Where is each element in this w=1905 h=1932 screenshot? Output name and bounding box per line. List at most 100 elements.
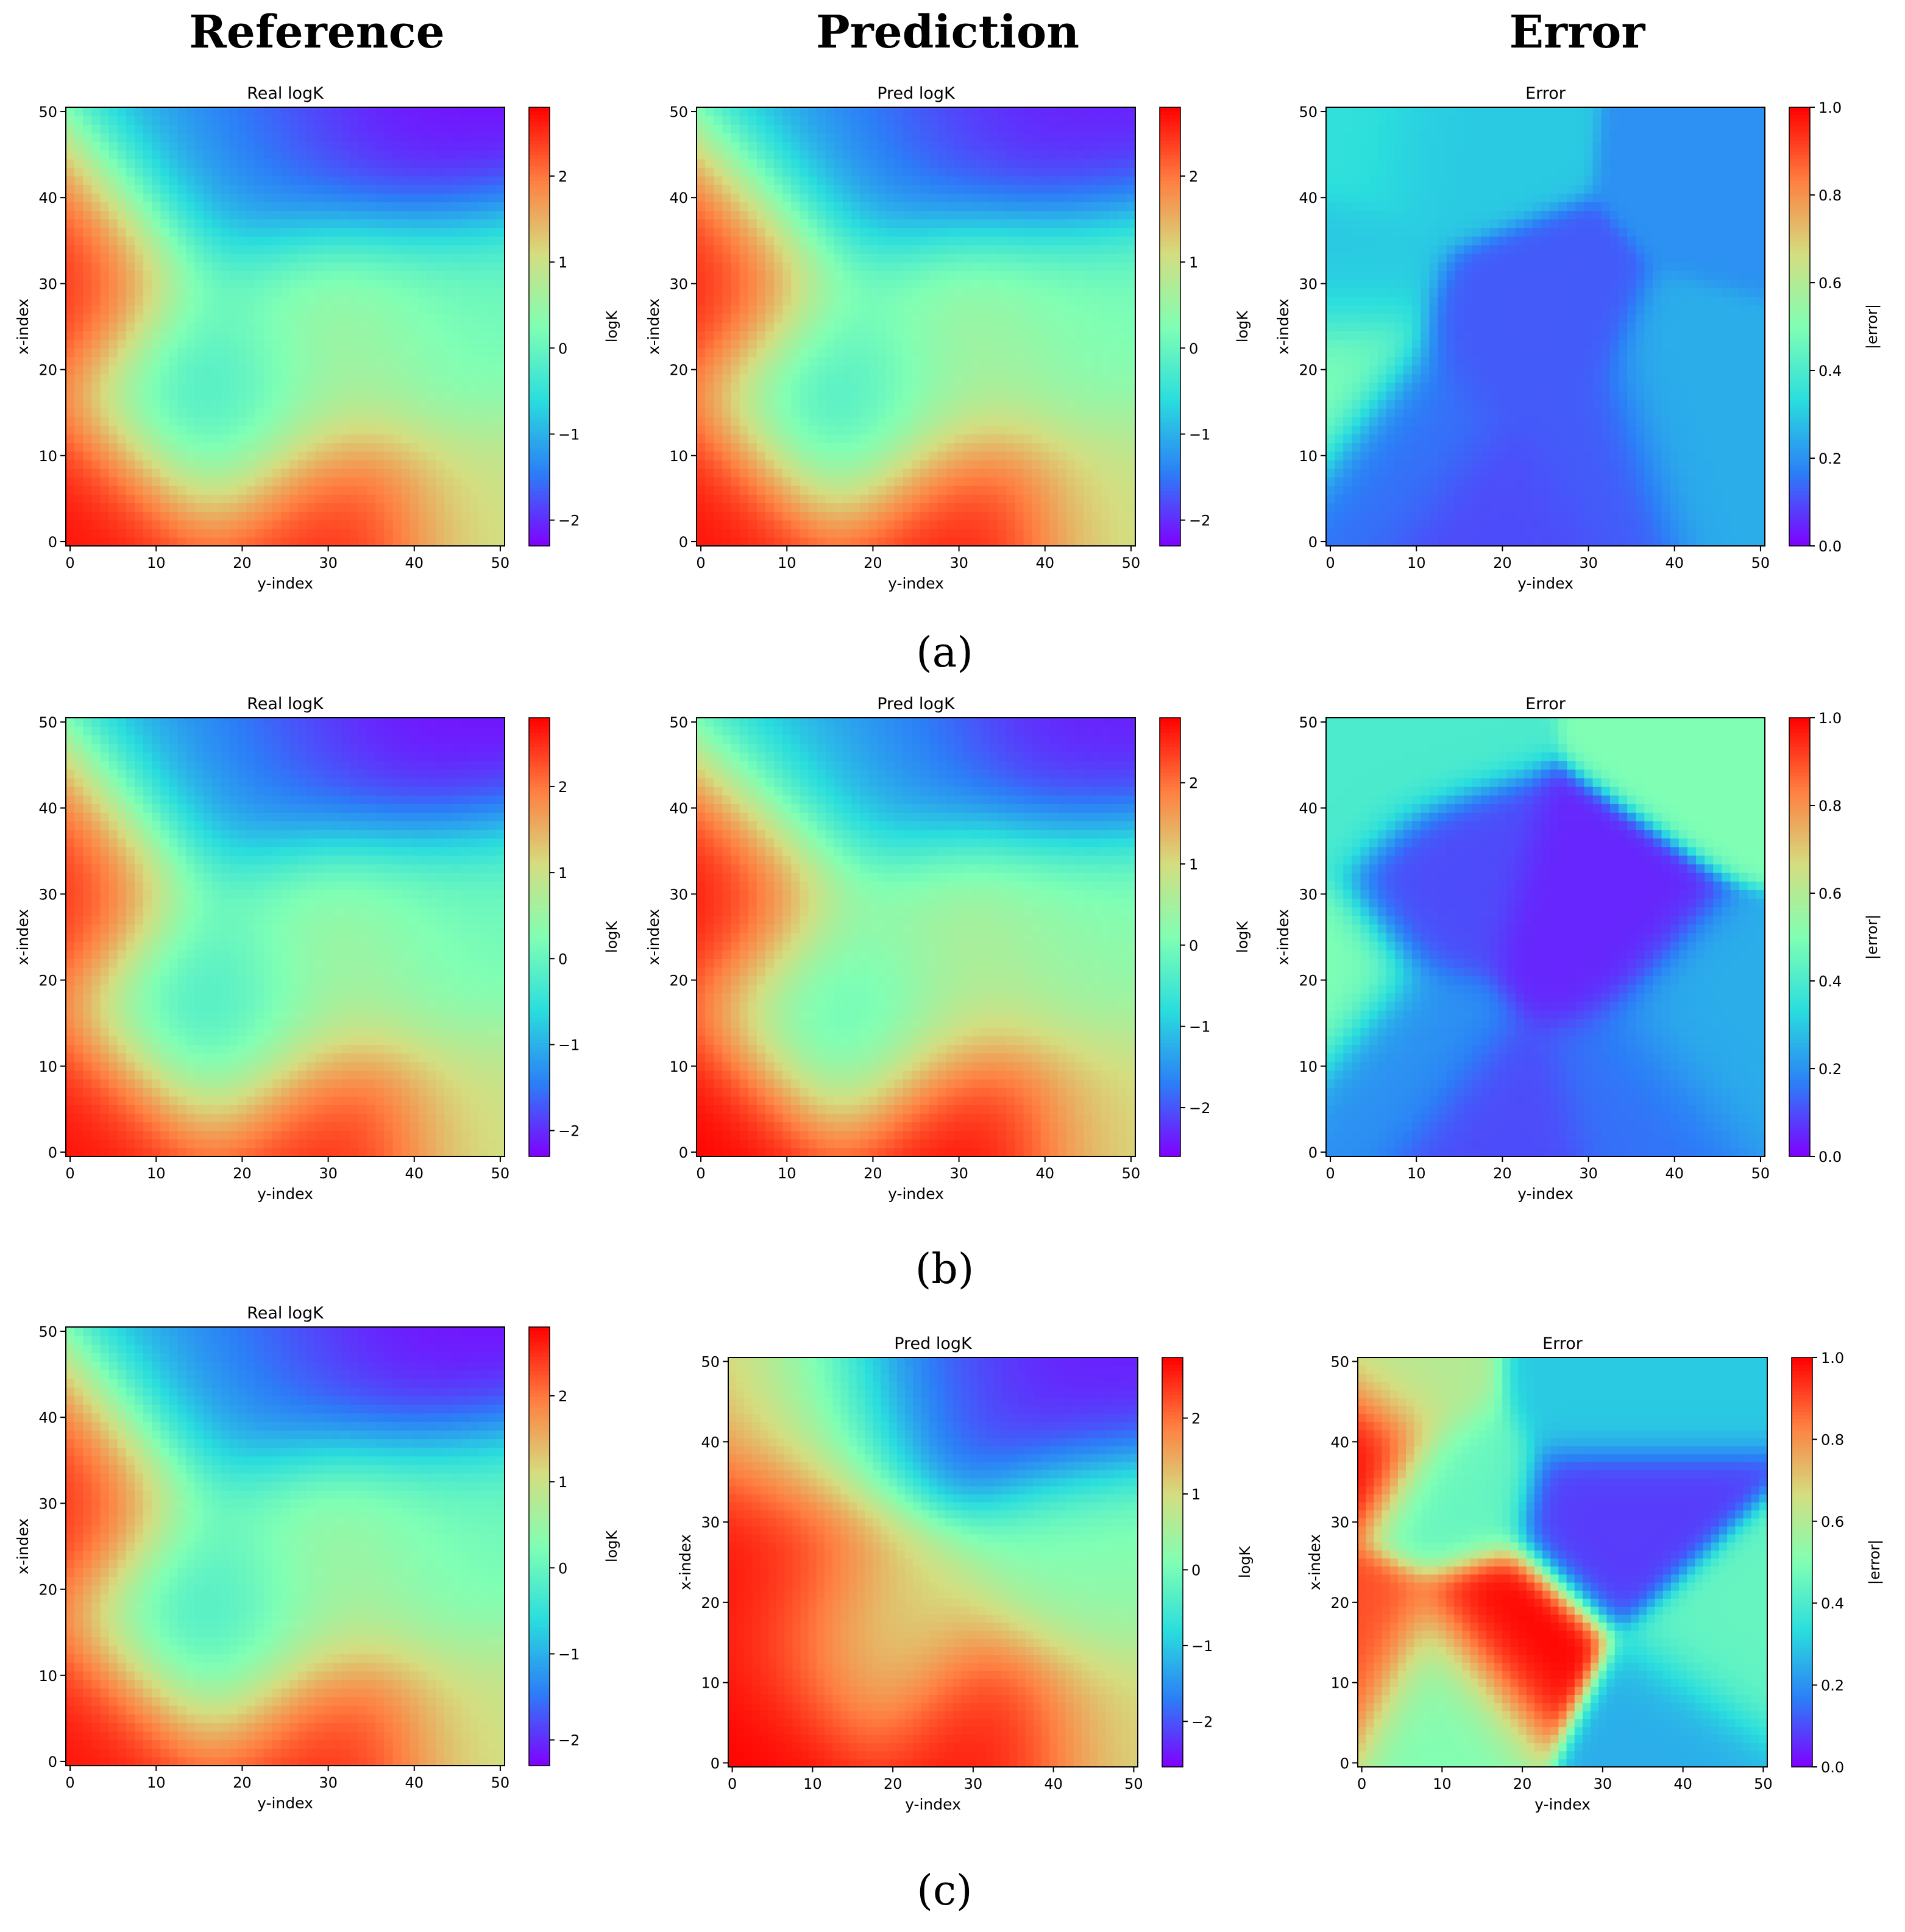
heatmap-cell xyxy=(1110,400,1119,409)
heatmap-cell xyxy=(281,297,290,306)
heatmap-cell xyxy=(877,210,886,219)
heatmap-cell xyxy=(912,366,921,375)
heatmap-cell xyxy=(1041,339,1050,349)
heatmap-cell xyxy=(998,202,1007,211)
heatmap-cell xyxy=(178,314,187,323)
heatmap-cell xyxy=(998,253,1007,263)
heatmap-cell xyxy=(204,366,213,375)
heatmap-cell xyxy=(1032,408,1041,417)
heatmap-cell xyxy=(1075,417,1084,426)
heatmap-cell xyxy=(740,279,749,288)
heatmap-cell xyxy=(169,185,178,194)
heatmap-cell xyxy=(488,202,497,211)
heatmap-cell xyxy=(705,434,714,443)
heatmap-cell xyxy=(1015,219,1024,228)
heatmap-cell xyxy=(920,305,929,314)
heatmap-cell xyxy=(444,210,453,219)
heatmap-cell xyxy=(186,236,196,246)
heatmap-cell xyxy=(298,297,307,306)
heatmap-cell xyxy=(981,460,990,469)
heatmap-cell xyxy=(238,529,247,538)
heatmap-cell xyxy=(410,150,419,160)
heatmap-cell xyxy=(496,219,505,228)
heatmap-cell xyxy=(1049,271,1059,280)
heatmap-cell xyxy=(1110,451,1119,461)
heatmap-cell xyxy=(410,503,419,512)
heatmap-cell xyxy=(1110,193,1119,202)
heatmap-cell xyxy=(809,391,818,400)
heatmap-cell xyxy=(281,185,290,194)
heatmap-cell xyxy=(341,460,350,469)
heatmap-cell xyxy=(1032,451,1041,461)
heatmap-cell xyxy=(714,236,723,246)
heatmap-cell xyxy=(298,443,307,452)
heatmap-cell xyxy=(757,348,766,357)
heatmap-cell xyxy=(731,512,740,521)
heatmap-cell xyxy=(722,469,731,478)
heatmap-cell xyxy=(118,331,127,340)
heatmap-cell xyxy=(126,477,135,486)
heatmap-cell xyxy=(697,262,706,271)
heatmap-cell xyxy=(221,425,230,434)
heatmap-cell xyxy=(705,297,714,306)
heatmap-cell xyxy=(834,356,843,366)
heatmap-cell xyxy=(496,520,505,529)
heatmap-cell xyxy=(989,228,998,237)
heatmap-cell xyxy=(817,366,826,375)
heatmap-cell xyxy=(204,451,213,461)
heatmap-cell xyxy=(333,262,342,271)
heatmap-cell xyxy=(315,279,324,288)
heatmap-cell xyxy=(1066,408,1076,417)
heatmap-cell xyxy=(255,512,264,521)
heatmap-cell xyxy=(169,176,178,185)
heatmap-cell xyxy=(152,116,161,125)
heatmap-cell xyxy=(375,193,385,202)
heatmap-cell xyxy=(722,460,731,469)
heatmap-cell xyxy=(920,443,929,452)
heatmap-cell xyxy=(903,383,912,392)
heatmap-cell xyxy=(324,210,333,219)
heatmap-cell xyxy=(722,520,731,529)
heatmap-cell xyxy=(392,520,402,529)
heatmap-cell xyxy=(410,434,419,443)
heatmap-cell xyxy=(272,417,282,426)
heatmap-cell xyxy=(981,331,990,340)
heatmap-cell xyxy=(479,443,488,452)
heatmap-cell xyxy=(1015,383,1024,392)
heatmap-cell xyxy=(255,494,264,503)
heatmap-cell xyxy=(264,159,273,168)
heatmap-cell xyxy=(765,236,775,246)
heatmap-cell xyxy=(246,477,255,486)
heatmap-cell xyxy=(1049,366,1059,375)
heatmap-cell xyxy=(212,193,221,202)
heatmap-cell xyxy=(143,434,152,443)
heatmap-cell xyxy=(315,520,324,529)
heatmap-cell xyxy=(367,477,376,486)
heatmap-cell xyxy=(1110,288,1119,297)
heatmap-cell xyxy=(109,245,118,254)
heatmap-cell xyxy=(972,322,981,331)
heatmap-cell xyxy=(436,271,445,280)
heatmap-cell xyxy=(868,417,878,426)
heatmap-cell xyxy=(809,228,818,237)
heatmap-cell xyxy=(963,494,973,503)
heatmap-cell xyxy=(1041,356,1050,366)
heatmap-cell xyxy=(436,262,445,271)
heatmap-cell xyxy=(791,185,800,194)
heatmap-cell xyxy=(765,210,775,219)
heatmap-cell xyxy=(765,219,775,228)
heatmap-cell xyxy=(169,210,178,219)
heatmap-cell xyxy=(333,210,342,219)
heatmap-cell xyxy=(1075,348,1084,357)
heatmap-cell xyxy=(315,434,324,443)
heatmap-cell xyxy=(272,460,282,469)
heatmap-cell xyxy=(1110,460,1119,469)
heatmap-cell xyxy=(488,366,497,375)
heatmap-cell xyxy=(384,537,393,547)
heatmap-cell xyxy=(470,469,480,478)
heatmap-cell xyxy=(1049,314,1059,323)
heatmap-cell xyxy=(1084,339,1093,349)
heatmap-cell xyxy=(118,116,127,125)
heatmap-cell xyxy=(877,331,886,340)
heatmap-cell xyxy=(410,417,419,426)
